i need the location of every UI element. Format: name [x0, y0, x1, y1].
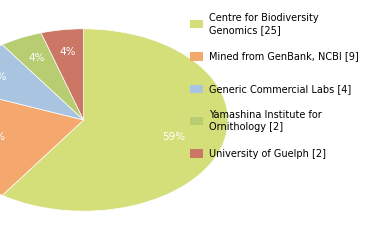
Text: Mined from GenBank, NCBI [9]: Mined from GenBank, NCBI [9] [209, 51, 359, 61]
Text: Yamashina Institute for
Ornithology [2]: Yamashina Institute for Ornithology [2] [209, 110, 322, 132]
Wedge shape [41, 29, 84, 120]
Text: Centre for Biodiversity
Genomics [25]: Centre for Biodiversity Genomics [25] [209, 13, 318, 35]
Text: 59%: 59% [162, 132, 185, 143]
Bar [190, 117, 203, 125]
Text: Generic Commercial Labs [4]: Generic Commercial Labs [4] [209, 84, 351, 94]
Wedge shape [0, 87, 84, 195]
Bar [190, 52, 203, 60]
Text: 21%: 21% [0, 132, 5, 143]
Text: University of Guelph [2]: University of Guelph [2] [209, 149, 326, 159]
Bar [190, 149, 203, 158]
Wedge shape [2, 29, 228, 211]
Wedge shape [2, 33, 84, 120]
Text: 4%: 4% [59, 47, 76, 57]
Wedge shape [0, 45, 84, 120]
Bar [190, 85, 203, 93]
Bar [190, 20, 203, 28]
Text: 4%: 4% [28, 53, 45, 63]
Text: 9%: 9% [0, 72, 7, 82]
